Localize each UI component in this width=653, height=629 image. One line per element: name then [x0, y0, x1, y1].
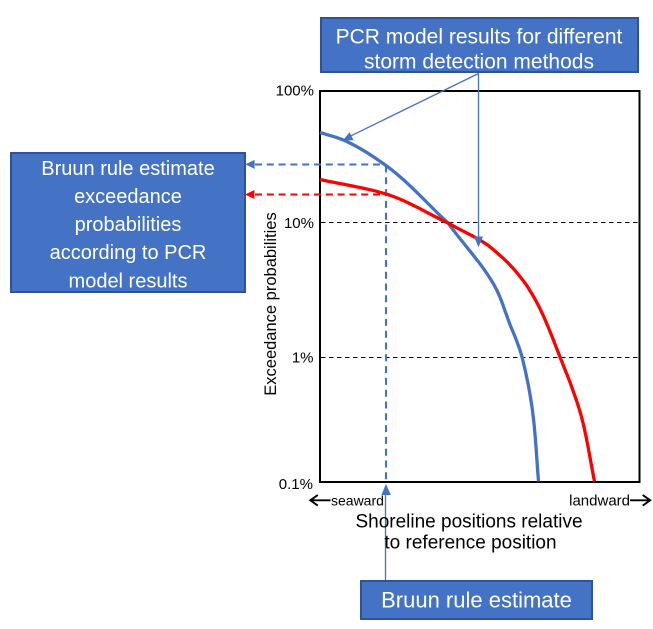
svg-text:to reference position: to reference position	[384, 532, 556, 553]
svg-text:according to PCR: according to PCR	[50, 242, 207, 264]
svg-text:seaward: seaward	[331, 492, 384, 508]
svg-text:exceedance: exceedance	[74, 186, 182, 208]
svg-text:probabilities: probabilities	[75, 214, 182, 236]
svg-text:Bruun rule estimate: Bruun rule estimate	[41, 158, 214, 180]
svg-text:landward: landward	[569, 492, 630, 509]
svg-text:Exceedance probabilities: Exceedance probabilities	[262, 212, 280, 395]
svg-text:100%: 100%	[276, 82, 314, 99]
svg-text:model results: model results	[69, 270, 188, 292]
svg-text:Bruun rule estimate: Bruun rule estimate	[381, 588, 572, 613]
svg-text:PCR model results for differen: PCR model results for different	[336, 26, 623, 49]
svg-text:0.1%: 0.1%	[279, 476, 313, 493]
svg-text:1%: 1%	[292, 349, 314, 366]
svg-text:Shoreline positions relative: Shoreline positions relative	[355, 511, 582, 532]
svg-text:10%: 10%	[284, 215, 314, 232]
svg-text:storm detection methods: storm detection methods	[364, 51, 594, 74]
